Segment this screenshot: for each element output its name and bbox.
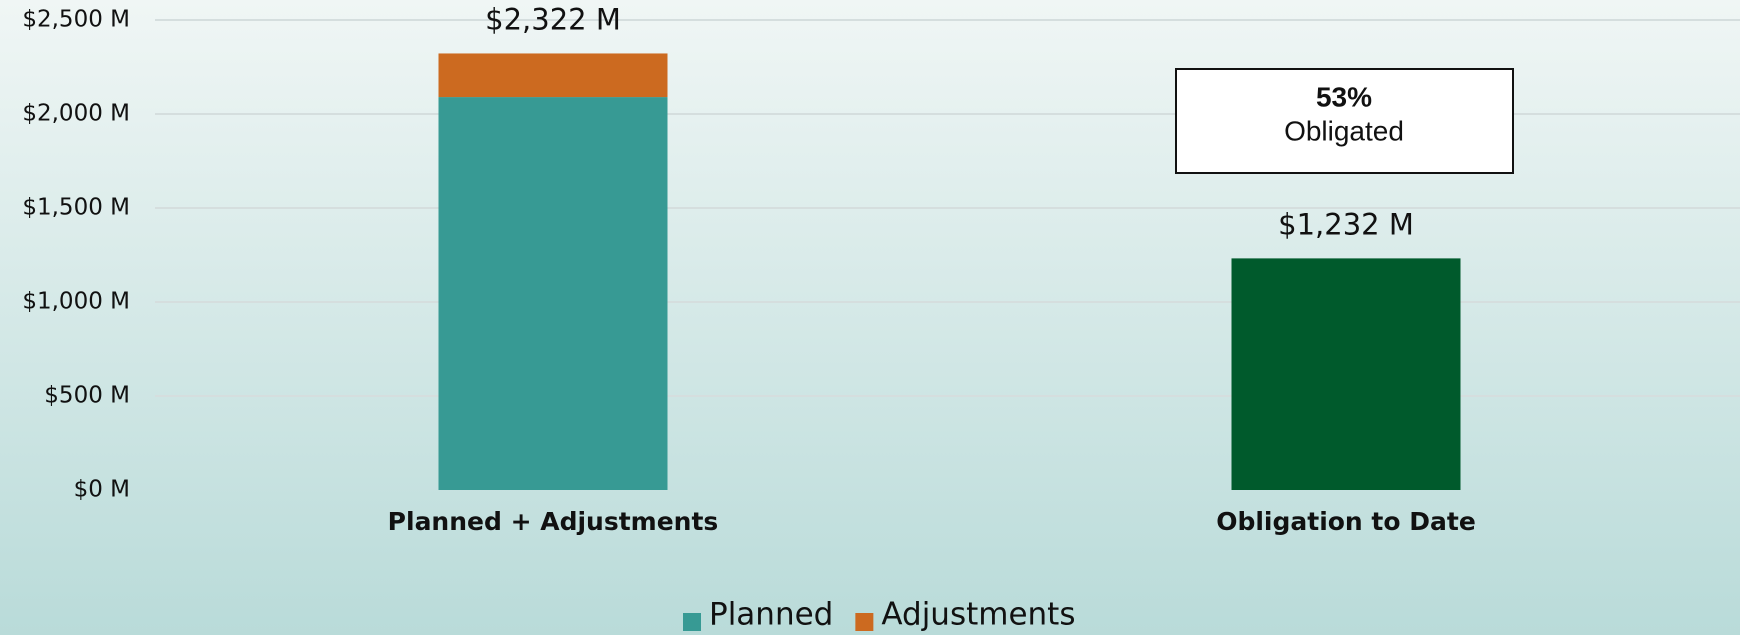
x-tick-label: Planned + Adjustments bbox=[388, 507, 719, 536]
legend-label: Adjustments bbox=[881, 597, 1075, 633]
y-tick-label: $1,000 M bbox=[22, 289, 130, 315]
y-tick-label: $2,000 M bbox=[22, 101, 130, 127]
annotation-value: 53% bbox=[1316, 81, 1372, 112]
chart: $0 M $500 M $1,000 M $1,500 M $2,000 M $2,500… bbox=[0, 0, 1740, 635]
y-tick-label: $2,500 M bbox=[22, 7, 130, 33]
annotation-text: Obligated bbox=[1284, 115, 1404, 146]
y-tick-label: $0 M bbox=[74, 477, 130, 503]
y-tick-label: $500 M bbox=[44, 383, 130, 409]
bar-segment bbox=[439, 53, 668, 97]
legend-label: Planned bbox=[709, 597, 833, 633]
total-label: $1,232 M bbox=[1278, 207, 1414, 241]
y-tick-label: $1,500 M bbox=[22, 195, 130, 221]
bar-segment bbox=[1232, 258, 1461, 490]
legend-swatch bbox=[855, 613, 873, 631]
total-label: $2,322 M bbox=[485, 2, 621, 36]
x-tick-label: Obligation to Date bbox=[1216, 507, 1476, 536]
legend-swatch bbox=[683, 613, 701, 631]
bar-segment bbox=[439, 97, 668, 490]
annotation: 53% Obligated bbox=[1176, 69, 1513, 173]
